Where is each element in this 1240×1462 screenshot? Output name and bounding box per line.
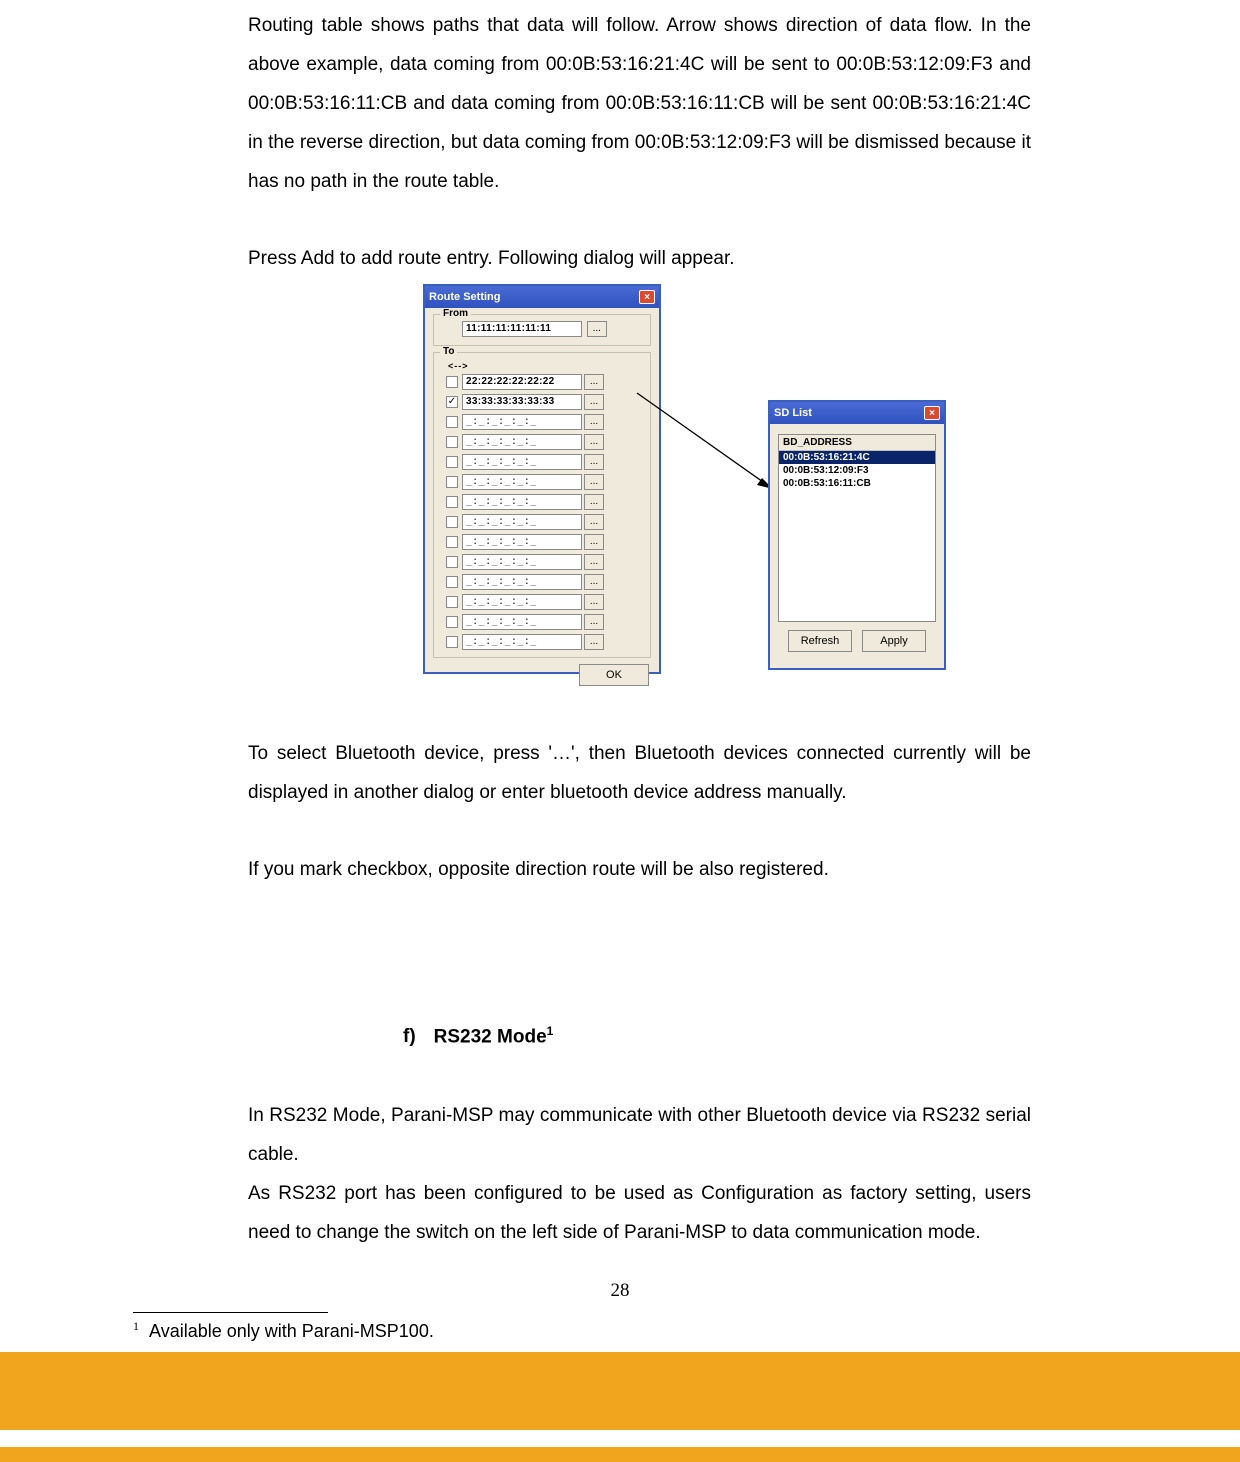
to-input[interactable]: _:_:_:_:_:_ <box>462 454 582 470</box>
paragraph-rs232-2: As RS232 port has been configured to be … <box>248 1174 1031 1252</box>
to-input[interactable]: _:_:_:_:_:_ <box>462 414 582 430</box>
to-browse-button[interactable]: ... <box>584 594 604 610</box>
to-input[interactable]: _:_:_:_:_:_ <box>462 434 582 450</box>
to-input[interactable]: _:_:_:_:_:_ <box>462 554 582 570</box>
refresh-button[interactable]: Refresh <box>788 630 852 652</box>
to-label: To <box>440 346 457 357</box>
footnote-sup: 1 <box>133 1319 139 1333</box>
to-input[interactable]: _:_:_:_:_:_ <box>462 634 582 650</box>
to-row: 22:22:22:22:22:22... <box>440 373 644 391</box>
to-checkbox[interactable] <box>446 576 458 588</box>
close-icon[interactable]: × <box>924 406 940 420</box>
to-browse-button[interactable]: ... <box>584 454 604 470</box>
to-checkbox[interactable] <box>446 456 458 468</box>
to-row: _:_:_:_:_:_... <box>440 533 644 551</box>
to-row: _:_:_:_:_:_... <box>440 613 644 631</box>
to-checkbox[interactable]: ✓ <box>446 396 458 408</box>
sd-listbox[interactable]: BD_ADDRESS 00:0B:53:16:21:4C00:0B:53:12:… <box>778 434 936 622</box>
from-fieldset: From 11:11:11:11:11:11 ... <box>433 314 651 346</box>
to-fieldset: To <--> 22:22:22:22:22:22...✓33:33:33:33… <box>433 352 651 658</box>
paragraph-select-device: To select Bluetooth device, press '…', t… <box>248 734 1031 812</box>
to-input[interactable]: 22:22:22:22:22:22 <box>462 374 582 390</box>
to-browse-button[interactable]: ... <box>584 574 604 590</box>
to-row: _:_:_:_:_:_... <box>440 493 644 511</box>
to-browse-button[interactable]: ... <box>584 434 604 450</box>
to-row: _:_:_:_:_:_... <box>440 433 644 451</box>
to-browse-button[interactable]: ... <box>584 414 604 430</box>
to-browse-button[interactable]: ... <box>584 634 604 650</box>
to-input[interactable]: _:_:_:_:_:_ <box>462 514 582 530</box>
to-row: _:_:_:_:_:_... <box>440 553 644 571</box>
to-checkbox[interactable] <box>446 436 458 448</box>
to-browse-button[interactable]: ... <box>584 514 604 530</box>
paragraph-rs232-1: In RS232 Mode, Parani-MSP may communicat… <box>248 1096 1031 1174</box>
from-label: From <box>440 308 471 319</box>
to-input[interactable]: _:_:_:_:_:_ <box>462 574 582 590</box>
footnote: 1 Available only with Parani-MSP100. <box>133 1319 1031 1342</box>
to-browse-button[interactable]: ... <box>584 494 604 510</box>
sd-list-dialog: SD List × BD_ADDRESS 00:0B:53:16:21:4C00… <box>768 400 946 670</box>
to-browse-button[interactable]: ... <box>584 554 604 570</box>
to-checkbox[interactable] <box>446 636 458 648</box>
to-checkbox[interactable] <box>446 536 458 548</box>
to-browse-button[interactable]: ... <box>584 474 604 490</box>
paragraph-press-add: Press Add to add route entry. Following … <box>248 239 1031 278</box>
footer-band <box>0 1352 1240 1430</box>
to-row: _:_:_:_:_:_... <box>440 413 644 431</box>
paragraph-routing: Routing table shows paths that data will… <box>248 6 1031 201</box>
footnote-text: Available only with Parani-MSP100. <box>145 1321 434 1341</box>
from-browse-button[interactable]: ... <box>587 321 607 337</box>
to-browse-button[interactable]: ... <box>584 394 604 410</box>
to-browse-button[interactable]: ... <box>584 374 604 390</box>
sd-list-item[interactable]: 00:0B:53:16:11:CB <box>779 477 935 490</box>
section-f-heading: f) RS232 Mode1 <box>403 1024 1031 1048</box>
to-input[interactable]: 33:33:33:33:33:33 <box>462 394 582 410</box>
to-checkbox[interactable] <box>446 616 458 628</box>
to-checkbox[interactable] <box>446 556 458 568</box>
section-f-title: RS232 Mode <box>434 1026 547 1047</box>
bidir-header: <--> <box>448 361 644 371</box>
to-row: ✓ 33:33:33:33:33:33... <box>440 393 644 411</box>
sd-column-header: BD_ADDRESS <box>779 435 935 451</box>
route-titlebar: Route Setting × <box>425 286 659 308</box>
paragraph-checkbox-note: If you mark checkbox, opposite direction… <box>248 850 1031 889</box>
to-browse-button[interactable]: ... <box>584 614 604 630</box>
to-checkbox[interactable] <box>446 596 458 608</box>
sd-titlebar: SD List × <box>770 402 944 424</box>
to-checkbox[interactable] <box>446 476 458 488</box>
to-checkbox[interactable] <box>446 376 458 388</box>
to-input[interactable]: _:_:_:_:_:_ <box>462 614 582 630</box>
to-input[interactable]: _:_:_:_:_:_ <box>462 474 582 490</box>
to-row: _:_:_:_:_:_... <box>440 453 644 471</box>
to-row: _:_:_:_:_:_... <box>440 593 644 611</box>
ok-button[interactable]: OK <box>579 664 649 686</box>
route-setting-dialog: Route Setting × From 11:11:11:11:11:11 .… <box>423 284 661 674</box>
dialog-illustration: Route Setting × From 11:11:11:11:11:11 .… <box>423 284 983 704</box>
to-row: _:_:_:_:_:_... <box>440 513 644 531</box>
section-f-letter: f) <box>403 1026 416 1047</box>
sd-title: SD List <box>774 407 812 419</box>
to-checkbox[interactable] <box>446 516 458 528</box>
to-input[interactable]: _:_:_:_:_:_ <box>462 494 582 510</box>
to-row: _:_:_:_:_:_... <box>440 573 644 591</box>
to-row: _:_:_:_:_:_... <box>440 633 644 651</box>
footnote-rule <box>133 1312 328 1313</box>
page-number: 28 <box>611 1280 630 1302</box>
section-f-sup: 1 <box>547 1024 554 1038</box>
to-checkbox[interactable] <box>446 496 458 508</box>
close-icon[interactable]: × <box>639 290 655 304</box>
to-browse-button[interactable]: ... <box>584 534 604 550</box>
footer-band-2 <box>0 1447 1240 1462</box>
to-row: _:_:_:_:_:_... <box>440 473 644 491</box>
sd-list-item[interactable]: 00:0B:53:16:21:4C <box>779 451 935 464</box>
to-input[interactable]: _:_:_:_:_:_ <box>462 594 582 610</box>
from-input[interactable]: 11:11:11:11:11:11 <box>462 321 582 337</box>
sd-list-item[interactable]: 00:0B:53:12:09:F3 <box>779 464 935 477</box>
to-checkbox[interactable] <box>446 416 458 428</box>
apply-button[interactable]: Apply <box>862 630 926 652</box>
route-title: Route Setting <box>429 291 501 303</box>
to-input[interactable]: _:_:_:_:_:_ <box>462 534 582 550</box>
